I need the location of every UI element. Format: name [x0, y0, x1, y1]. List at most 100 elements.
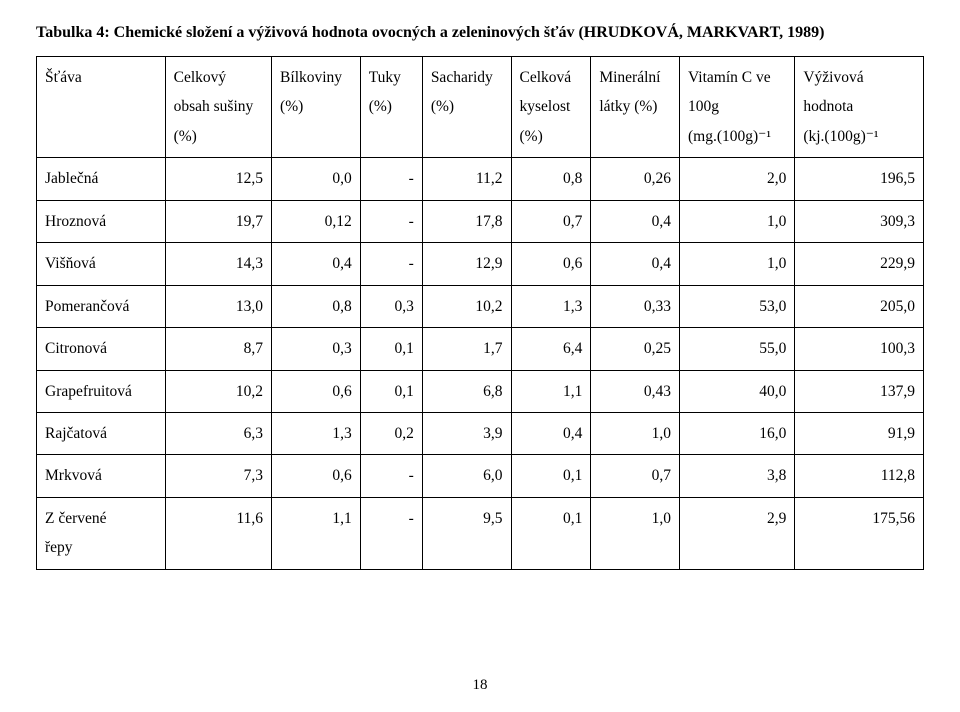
cell-celkovy: 19,7: [165, 200, 271, 242]
col-header-vyzivova: Výživováhodnota(kj.(100g)⁻¹: [795, 57, 924, 158]
cell-kyselost: 0,6: [511, 243, 591, 285]
cell-vyzivova: 112,8: [795, 455, 924, 497]
col-header-stava: Šťáva: [37, 57, 166, 158]
cell-kyselost: 0,4: [511, 412, 591, 454]
table-row: Jablečná12,50,0-11,20,80,262,0196,5: [37, 158, 924, 200]
cell-mineralni: 1,0: [591, 412, 680, 454]
cell-sacharidy: 9,5: [422, 497, 511, 569]
cell-celkovy: 6,3: [165, 412, 271, 454]
cell-vyzivova: 137,9: [795, 370, 924, 412]
page-number: 18: [0, 677, 960, 694]
cell-bilkoviny: 0,4: [272, 243, 361, 285]
row-label: Z červenéřepy: [37, 497, 166, 569]
row-label: Mrkvová: [37, 455, 166, 497]
cell-vitaminc: 40,0: [680, 370, 795, 412]
cell-vitaminc: 16,0: [680, 412, 795, 454]
cell-tuky: 0,3: [360, 285, 422, 327]
cell-tuky: -: [360, 455, 422, 497]
table-row: Grapefruitová10,20,60,16,81,10,4340,0137…: [37, 370, 924, 412]
table-row: Višňová14,30,4-12,90,60,41,0229,9: [37, 243, 924, 285]
cell-vitaminc: 53,0: [680, 285, 795, 327]
cell-vyzivova: 100,3: [795, 328, 924, 370]
table-row: Hroznová19,70,12-17,80,70,41,0309,3: [37, 200, 924, 242]
cell-sacharidy: 6,0: [422, 455, 511, 497]
cell-tuky: -: [360, 497, 422, 569]
row-label: Hroznová: [37, 200, 166, 242]
cell-tuky: 0,2: [360, 412, 422, 454]
cell-sacharidy: 1,7: [422, 328, 511, 370]
cell-vitaminc: 55,0: [680, 328, 795, 370]
cell-vitaminc: 2,0: [680, 158, 795, 200]
cell-kyselost: 0,8: [511, 158, 591, 200]
cell-celkovy: 11,6: [165, 497, 271, 569]
nutrition-table: Šťáva Celkovýobsah sušiny(%)Bílkoviny(%)…: [36, 56, 924, 570]
cell-vyzivova: 309,3: [795, 200, 924, 242]
cell-vyzivova: 91,9: [795, 412, 924, 454]
cell-kyselost: 6,4: [511, 328, 591, 370]
cell-mineralni: 1,0: [591, 497, 680, 569]
cell-bilkoviny: 0,8: [272, 285, 361, 327]
cell-celkovy: 7,3: [165, 455, 271, 497]
cell-vitaminc: 1,0: [680, 200, 795, 242]
cell-mineralni: 0,4: [591, 243, 680, 285]
cell-sacharidy: 10,2: [422, 285, 511, 327]
cell-celkovy: 13,0: [165, 285, 271, 327]
cell-vitaminc: 3,8: [680, 455, 795, 497]
cell-bilkoviny: 0,6: [272, 455, 361, 497]
cell-celkovy: 14,3: [165, 243, 271, 285]
table-header-row: Šťáva Celkovýobsah sušiny(%)Bílkoviny(%)…: [37, 57, 924, 158]
cell-mineralni: 0,26: [591, 158, 680, 200]
cell-vyzivova: 229,9: [795, 243, 924, 285]
cell-kyselost: 0,1: [511, 497, 591, 569]
cell-mineralni: 0,7: [591, 455, 680, 497]
cell-vitaminc: 1,0: [680, 243, 795, 285]
cell-celkovy: 10,2: [165, 370, 271, 412]
cell-kyselost: 1,3: [511, 285, 591, 327]
cell-sacharidy: 12,9: [422, 243, 511, 285]
col-header-sacharidy: Sacharidy(%): [422, 57, 511, 158]
cell-bilkoviny: 0,12: [272, 200, 361, 242]
cell-kyselost: 1,1: [511, 370, 591, 412]
cell-bilkoviny: 1,3: [272, 412, 361, 454]
row-label: Pomerančová: [37, 285, 166, 327]
cell-bilkoviny: 0,0: [272, 158, 361, 200]
cell-vyzivova: 175,56: [795, 497, 924, 569]
cell-mineralni: 0,43: [591, 370, 680, 412]
cell-tuky: 0,1: [360, 370, 422, 412]
table-caption: Tabulka 4: Chemické složení a výživová h…: [36, 24, 924, 42]
col-header-vitaminc: Vitamín C ve100g(mg.(100g)⁻¹: [680, 57, 795, 158]
row-label: Jablečná: [37, 158, 166, 200]
table-row: Citronová8,70,30,11,76,40,2555,0100,3: [37, 328, 924, 370]
table-row: Pomerančová13,00,80,310,21,30,3353,0205,…: [37, 285, 924, 327]
cell-celkovy: 12,5: [165, 158, 271, 200]
cell-vyzivova: 196,5: [795, 158, 924, 200]
cell-bilkoviny: 0,3: [272, 328, 361, 370]
cell-tuky: -: [360, 158, 422, 200]
col-header-mineralni: Minerálnílátky (%): [591, 57, 680, 158]
cell-vitaminc: 2,9: [680, 497, 795, 569]
cell-kyselost: 0,7: [511, 200, 591, 242]
cell-mineralni: 0,25: [591, 328, 680, 370]
cell-sacharidy: 6,8: [422, 370, 511, 412]
cell-tuky: -: [360, 200, 422, 242]
cell-sacharidy: 17,8: [422, 200, 511, 242]
row-label: Citronová: [37, 328, 166, 370]
table-row: Z červenéřepy11,61,1-9,50,11,02,9175,56: [37, 497, 924, 569]
cell-mineralni: 0,4: [591, 200, 680, 242]
col-header-tuky: Tuky(%): [360, 57, 422, 158]
row-label: Višňová: [37, 243, 166, 285]
cell-vyzivova: 205,0: [795, 285, 924, 327]
row-label: Grapefruitová: [37, 370, 166, 412]
cell-bilkoviny: 0,6: [272, 370, 361, 412]
col-header-kyselost: Celkovákyselost(%): [511, 57, 591, 158]
table-row: Rajčatová6,31,30,23,90,41,016,091,9: [37, 412, 924, 454]
cell-tuky: -: [360, 243, 422, 285]
table-row: Mrkvová7,30,6-6,00,10,73,8112,8: [37, 455, 924, 497]
cell-kyselost: 0,1: [511, 455, 591, 497]
cell-sacharidy: 11,2: [422, 158, 511, 200]
row-label: Rajčatová: [37, 412, 166, 454]
col-header-bilkoviny: Bílkoviny(%): [272, 57, 361, 158]
cell-tuky: 0,1: [360, 328, 422, 370]
cell-mineralni: 0,33: [591, 285, 680, 327]
col-header-celkovy: Celkovýobsah sušiny(%): [165, 57, 271, 158]
